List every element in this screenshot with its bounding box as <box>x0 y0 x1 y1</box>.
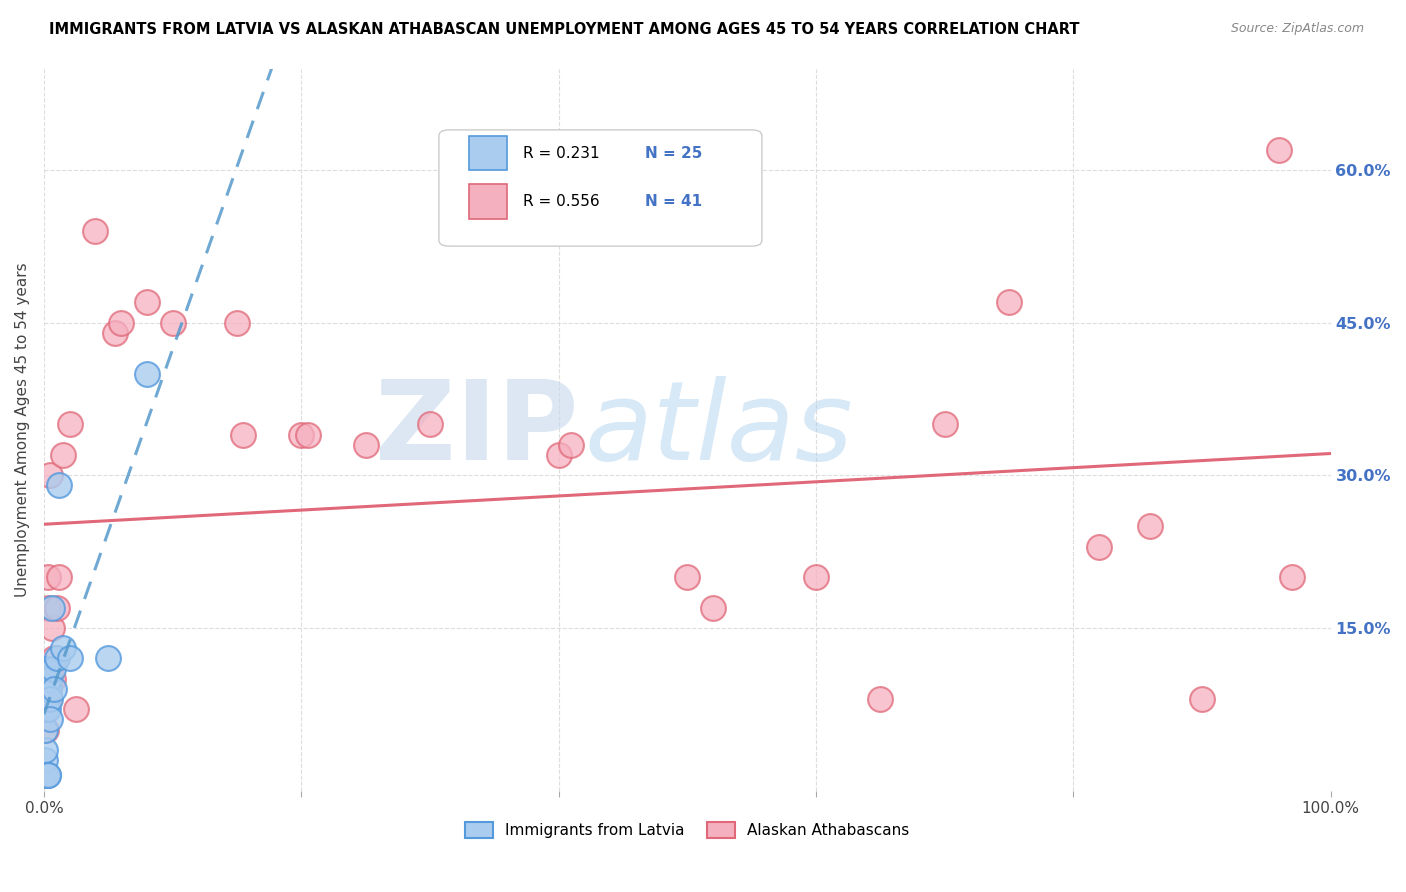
Point <box>65 702 87 716</box>
Point <box>1191 692 1213 706</box>
Text: R = 0.231: R = 0.231 <box>523 145 599 161</box>
Point <box>547 448 569 462</box>
Point <box>676 570 699 584</box>
Point <box>39 692 62 706</box>
Point <box>42 672 65 686</box>
Point <box>135 295 157 310</box>
Point <box>560 438 582 452</box>
Point <box>225 316 247 330</box>
Point <box>34 702 56 716</box>
Point <box>38 681 60 696</box>
Point <box>37 768 59 782</box>
Point <box>52 448 75 462</box>
Point <box>39 672 62 686</box>
Point <box>44 681 66 696</box>
Point <box>52 641 75 656</box>
Point <box>34 743 56 757</box>
Point <box>37 570 59 584</box>
Point <box>162 316 184 330</box>
Point <box>97 651 120 665</box>
Point <box>45 600 67 615</box>
Point <box>1139 519 1161 533</box>
Point <box>41 600 63 615</box>
Point <box>1281 570 1303 584</box>
Point <box>59 417 82 432</box>
Point <box>34 768 56 782</box>
FancyBboxPatch shape <box>468 184 508 219</box>
Point <box>59 651 82 665</box>
Point <box>297 427 319 442</box>
Text: IMMIGRANTS FROM LATVIA VS ALASKAN ATHABASCAN UNEMPLOYMENT AMONG AGES 45 TO 54 YE: IMMIGRANTS FROM LATVIA VS ALASKAN ATHABA… <box>49 22 1080 37</box>
Point <box>104 326 127 340</box>
Point <box>37 768 59 782</box>
Point <box>42 661 65 675</box>
Point <box>39 712 62 726</box>
Point <box>354 438 377 452</box>
Text: R = 0.556: R = 0.556 <box>523 194 599 209</box>
Point <box>34 723 56 737</box>
Point <box>48 478 70 492</box>
Point <box>84 224 107 238</box>
Point <box>35 661 58 675</box>
Legend: Immigrants from Latvia, Alaskan Athabascans: Immigrants from Latvia, Alaskan Athabasc… <box>460 816 915 845</box>
Point <box>290 427 312 442</box>
Point <box>45 651 67 665</box>
Point <box>35 672 58 686</box>
Point <box>37 600 59 615</box>
Point <box>702 600 724 615</box>
Point <box>35 681 58 696</box>
Point <box>934 417 956 432</box>
Text: N = 25: N = 25 <box>645 145 702 161</box>
FancyBboxPatch shape <box>468 136 508 170</box>
Point <box>110 316 132 330</box>
Text: atlas: atlas <box>585 376 853 483</box>
Point <box>44 651 66 665</box>
Point <box>35 723 58 737</box>
Point <box>484 224 506 238</box>
Point <box>869 692 891 706</box>
Text: N = 41: N = 41 <box>645 194 702 209</box>
Point <box>34 692 56 706</box>
Point <box>35 672 58 686</box>
Point <box>39 468 62 483</box>
Point <box>998 295 1021 310</box>
Point <box>41 621 63 635</box>
Point <box>34 753 56 767</box>
Point <box>232 427 254 442</box>
Text: Source: ZipAtlas.com: Source: ZipAtlas.com <box>1230 22 1364 36</box>
Point <box>135 367 157 381</box>
Point <box>38 672 60 686</box>
Y-axis label: Unemployment Among Ages 45 to 54 years: Unemployment Among Ages 45 to 54 years <box>15 262 30 597</box>
FancyBboxPatch shape <box>439 130 762 246</box>
Point <box>35 692 58 706</box>
Point <box>1088 540 1111 554</box>
Text: ZIP: ZIP <box>374 376 578 483</box>
Point <box>48 570 70 584</box>
Point <box>419 417 441 432</box>
Point <box>804 570 827 584</box>
Point <box>1268 143 1291 157</box>
Point <box>38 692 60 706</box>
Point <box>37 702 59 716</box>
